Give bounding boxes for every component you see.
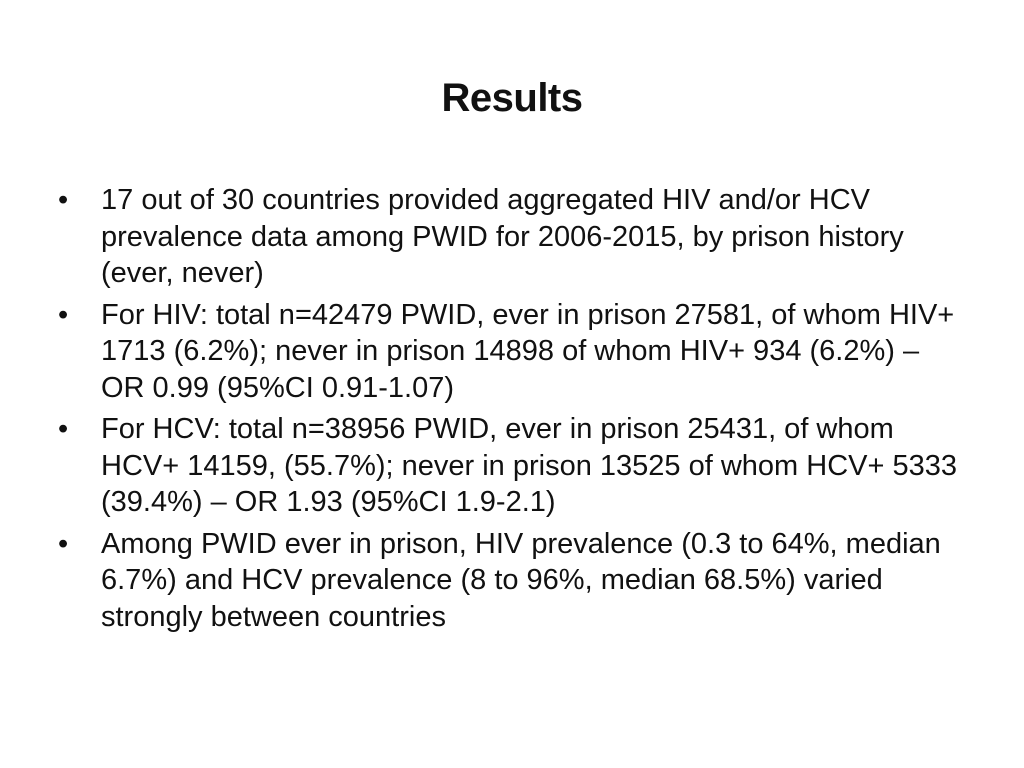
bullet-marker: •: [58, 413, 69, 445]
slide-title: Results: [441, 76, 584, 120]
bullet-text: Among PWID ever in prison, HIV prevalenc…: [101, 527, 941, 633]
bullet-list: • 17 out of 30 countries provided aggreg…: [58, 182, 968, 635]
bullet-item: • For HCV: total n=38956 PWID, ever in p…: [58, 411, 968, 521]
bullet-marker: •: [58, 527, 69, 560]
bullet-text: For HCV: total n=38956 PWID, ever in pri…: [101, 413, 957, 518]
bullet-text: 17 out of 30 countries provided aggregat…: [101, 184, 904, 289]
bullet-marker: •: [58, 298, 69, 331]
bullet-text: For HIV: total n=42479 PWID, ever in pri…: [101, 298, 955, 404]
bullet-item: • For HIV: total n=42479 PWID, ever in p…: [58, 297, 968, 407]
bullet-item: • 17 out of 30 countries provided aggreg…: [58, 182, 968, 292]
bullet-marker: •: [58, 184, 69, 216]
bullet-item: • Among PWID ever in prison, HIV prevale…: [58, 526, 968, 636]
